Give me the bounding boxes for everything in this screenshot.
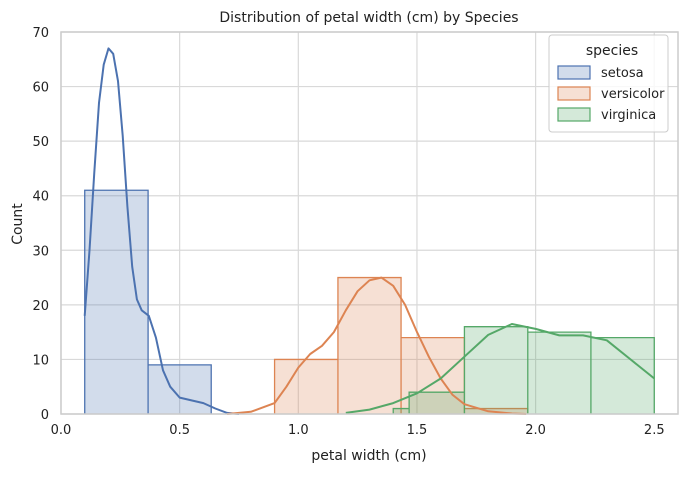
x-axis-label: petal width (cm) (311, 448, 426, 464)
series-setosa (84, 189, 212, 414)
legend-label: setosa (601, 66, 644, 81)
x-tick-label: 2.0 (525, 423, 546, 438)
histogram-bar (274, 359, 338, 414)
kde-curves (83, 47, 655, 415)
y-tick-label: 20 (32, 299, 49, 314)
histogram-bar (527, 332, 591, 414)
plot-frame (60, 31, 679, 415)
histogram-bar (464, 326, 528, 414)
chart-title: Distribution of petal width (cm) by Spec… (219, 10, 518, 26)
kde-curve-virginica (345, 323, 655, 414)
legend-item-virginica: virginica (557, 107, 656, 123)
histogram-bars (84, 189, 655, 414)
kde-curve-setosa (83, 47, 240, 415)
legend-item-setosa: setosa (557, 65, 644, 81)
y-tick-label: 0 (41, 408, 49, 423)
y-axis-label: Count (10, 203, 26, 245)
y-tick-label: 70 (32, 26, 49, 41)
x-tick-label: 2.5 (644, 423, 665, 438)
histogram-outline (392, 326, 655, 414)
y-tick-label: 60 (32, 81, 49, 96)
y-tick-label: 10 (32, 353, 49, 368)
kde-curve-versicolor (227, 276, 527, 415)
series-versicolor (273, 276, 529, 414)
x-tick-label: 0.5 (169, 423, 190, 438)
legend-swatch (557, 107, 591, 122)
x-tick-label: 1.0 (288, 423, 309, 438)
x-tick-label: 0.0 (51, 423, 72, 438)
histogram-bar (393, 408, 410, 414)
legend-items: setosa versicolor virginica (557, 65, 665, 123)
y-tick-labels: 0 10 20 30 40 50 60 70 (32, 26, 49, 423)
x-tick-label: 1.5 (407, 423, 428, 438)
legend-label: virginica (601, 108, 656, 123)
histogram-bar (590, 337, 655, 414)
histogram-bar (401, 337, 465, 414)
y-tick-label: 40 (32, 190, 49, 205)
y-tick-label: 30 (32, 244, 49, 259)
histogram-outline (84, 189, 212, 414)
legend-title: species (586, 43, 638, 59)
histogram-bar (409, 392, 465, 414)
legend: species setosa versicolor virginica (548, 34, 669, 133)
legend-item-versicolor: versicolor (557, 86, 665, 102)
y-tick-label: 50 (32, 135, 49, 150)
histogram-bar (337, 277, 402, 414)
legend-swatch (557, 86, 591, 101)
legend-label: versicolor (601, 87, 665, 102)
series-virginica (392, 326, 655, 414)
histogram-bar (148, 364, 212, 414)
legend-swatch (557, 65, 591, 80)
x-tick-labels: 0.0 0.5 1.0 1.5 2.0 2.5 (51, 423, 665, 438)
